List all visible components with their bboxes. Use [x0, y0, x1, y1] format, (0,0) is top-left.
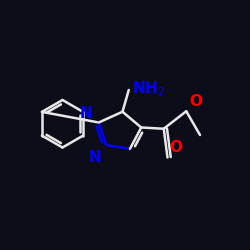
- Text: N: N: [89, 150, 102, 166]
- Text: O: O: [169, 140, 182, 155]
- Text: O: O: [189, 94, 202, 109]
- Text: N: N: [80, 106, 92, 120]
- Text: NH$_2$: NH$_2$: [132, 80, 166, 98]
